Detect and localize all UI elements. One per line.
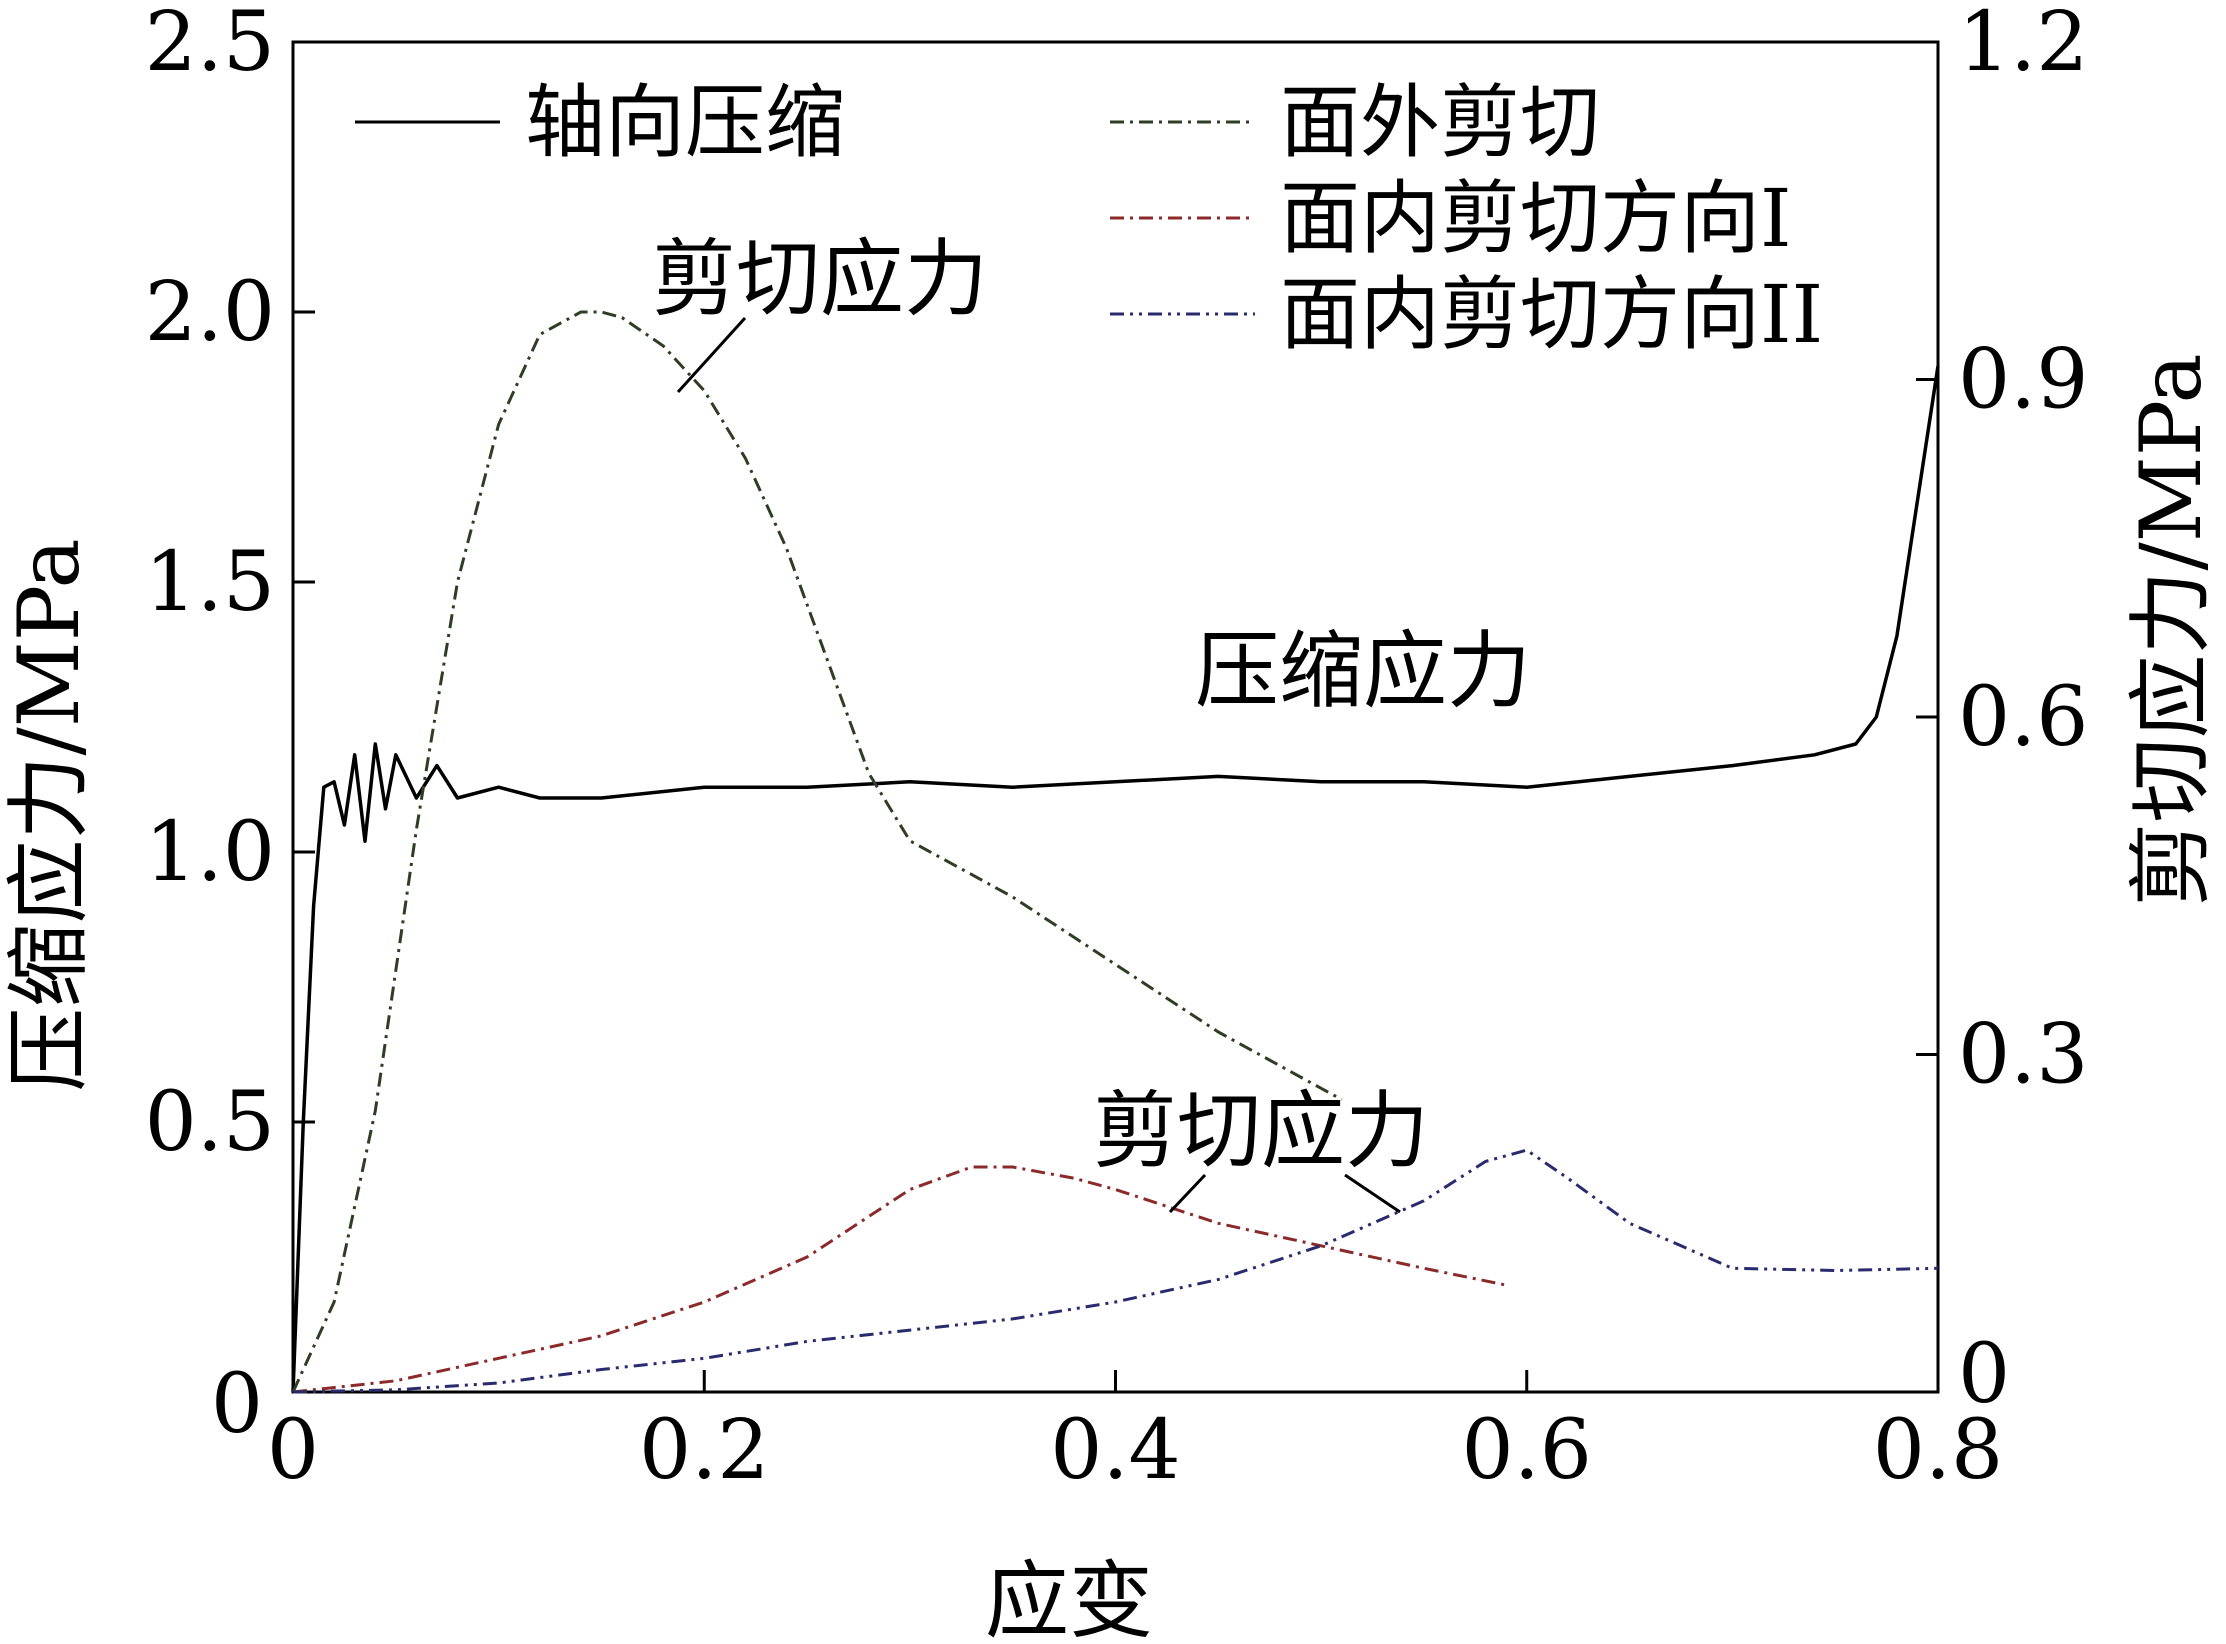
y-right-tick-label: 0.3: [1958, 1008, 2088, 1103]
x-tick-label: 0.6: [1462, 1403, 1592, 1498]
y-left-tick-label: 0.5: [145, 1075, 275, 1170]
y-left-axis-title: 压缩应力/MPa: [0, 538, 98, 1091]
annotation-leader: [1344, 1173, 1401, 1214]
annotation-label: 剪切应力: [652, 230, 988, 328]
x-tick-label: 0.8: [1873, 1403, 2003, 1498]
y-right-tick-label: 1.2: [1958, 0, 2088, 90]
legend-label: 面外剪切: [1280, 76, 1600, 169]
y-left-tick-label: 2.0: [145, 265, 275, 360]
legend-label: 轴向压缩: [525, 76, 845, 169]
y-right-tick-label: 0.9: [1958, 333, 2088, 428]
x-tick-label: 0.4: [1050, 1403, 1180, 1498]
y-left-tick-label: 1.5: [145, 535, 275, 630]
y-left-tick-label: 1.0: [145, 805, 275, 900]
series-line: [291, 310, 1343, 1393]
legend-label: 面内剪切方向I: [1280, 172, 1792, 265]
series-line: [291, 365, 1940, 1393]
y-left-tick-label: 0: [211, 1357, 263, 1452]
annotation-leader: [1168, 1173, 1207, 1214]
y-right-tick-label: 0: [1958, 1327, 2010, 1422]
y-right-axis-title: 剪切应力/MPa: [2122, 353, 2220, 906]
series-line: [292, 1148, 1939, 1394]
annotation-label: 剪切应力: [1093, 1082, 1429, 1180]
y-left-tick-label: 2.5: [145, 0, 275, 90]
x-axis-title: 应变: [985, 1552, 1153, 1644]
annotation-label: 压缩应力: [1195, 622, 1531, 720]
x-tick-label: 0.2: [639, 1403, 769, 1498]
x-tick-label: 0: [267, 1403, 319, 1498]
y-right-tick-label: 0.6: [1958, 670, 2088, 765]
series-line: [292, 1165, 1507, 1394]
annotation-leader: [676, 316, 747, 394]
legend-label: 面内剪切方向II: [1280, 268, 1823, 361]
